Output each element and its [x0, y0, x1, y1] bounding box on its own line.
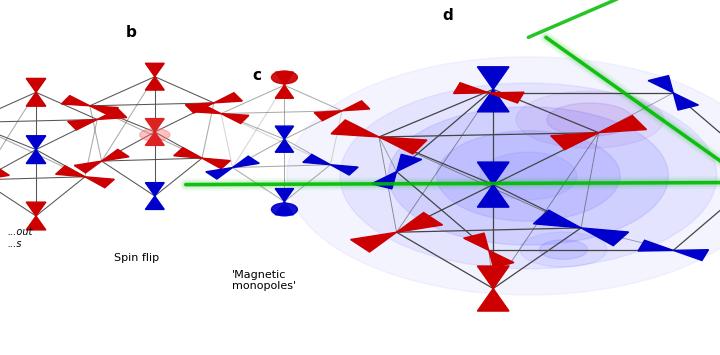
Polygon shape	[673, 250, 708, 261]
Polygon shape	[397, 154, 422, 171]
Polygon shape	[598, 116, 647, 133]
Polygon shape	[477, 162, 509, 185]
Polygon shape	[342, 101, 370, 111]
Polygon shape	[26, 150, 46, 164]
Polygon shape	[102, 149, 129, 161]
Polygon shape	[330, 165, 358, 175]
Text: c: c	[252, 68, 261, 83]
Polygon shape	[638, 240, 673, 251]
Polygon shape	[55, 166, 85, 177]
Polygon shape	[477, 67, 509, 89]
Polygon shape	[221, 114, 249, 124]
Polygon shape	[26, 202, 46, 216]
Polygon shape	[174, 148, 202, 158]
Polygon shape	[464, 233, 489, 250]
Ellipse shape	[140, 129, 170, 141]
Polygon shape	[193, 104, 221, 114]
Ellipse shape	[546, 103, 633, 136]
Polygon shape	[185, 103, 214, 113]
Ellipse shape	[287, 57, 720, 295]
Polygon shape	[206, 168, 233, 179]
Polygon shape	[372, 171, 397, 189]
Polygon shape	[202, 158, 230, 169]
Ellipse shape	[436, 131, 620, 221]
Polygon shape	[477, 185, 509, 207]
Polygon shape	[68, 119, 97, 130]
Ellipse shape	[516, 91, 664, 148]
Ellipse shape	[340, 83, 716, 269]
Text: Spin flip: Spin flip	[114, 253, 159, 263]
Circle shape	[271, 71, 297, 84]
Polygon shape	[74, 161, 102, 173]
Polygon shape	[275, 126, 294, 139]
Text: d: d	[443, 7, 454, 22]
Polygon shape	[145, 196, 164, 209]
Polygon shape	[85, 177, 114, 188]
Polygon shape	[145, 182, 164, 196]
Text: b: b	[126, 25, 137, 40]
Polygon shape	[581, 228, 629, 246]
Polygon shape	[90, 106, 118, 116]
Polygon shape	[26, 78, 46, 92]
Polygon shape	[145, 119, 164, 132]
Polygon shape	[477, 289, 509, 311]
Polygon shape	[145, 132, 164, 146]
Polygon shape	[477, 266, 509, 289]
Polygon shape	[275, 85, 294, 98]
Polygon shape	[673, 93, 698, 110]
Polygon shape	[489, 92, 524, 103]
Polygon shape	[275, 202, 294, 215]
Polygon shape	[314, 111, 342, 121]
Polygon shape	[61, 95, 90, 106]
Polygon shape	[26, 136, 46, 150]
Polygon shape	[97, 109, 127, 119]
Polygon shape	[233, 156, 259, 168]
Ellipse shape	[539, 240, 588, 259]
Polygon shape	[477, 89, 509, 112]
Circle shape	[271, 203, 297, 216]
Polygon shape	[145, 63, 164, 77]
Polygon shape	[551, 133, 598, 150]
Polygon shape	[145, 77, 164, 90]
Polygon shape	[275, 72, 294, 85]
Polygon shape	[351, 232, 397, 252]
Polygon shape	[648, 76, 673, 93]
Polygon shape	[26, 216, 46, 230]
Polygon shape	[489, 250, 514, 268]
Text: 'Magnetic
monopoles': 'Magnetic monopoles'	[232, 270, 296, 291]
Ellipse shape	[520, 232, 607, 267]
Polygon shape	[331, 120, 379, 137]
Ellipse shape	[388, 107, 668, 245]
Polygon shape	[379, 137, 427, 154]
Polygon shape	[534, 210, 581, 228]
Polygon shape	[397, 213, 443, 232]
Polygon shape	[454, 83, 489, 93]
Polygon shape	[0, 168, 9, 180]
Polygon shape	[303, 154, 330, 165]
Ellipse shape	[480, 152, 577, 200]
Text: ...out
...s: ...out ...s	[7, 227, 32, 249]
Polygon shape	[214, 93, 243, 103]
Polygon shape	[275, 189, 294, 202]
Polygon shape	[275, 139, 294, 152]
Polygon shape	[26, 92, 46, 106]
